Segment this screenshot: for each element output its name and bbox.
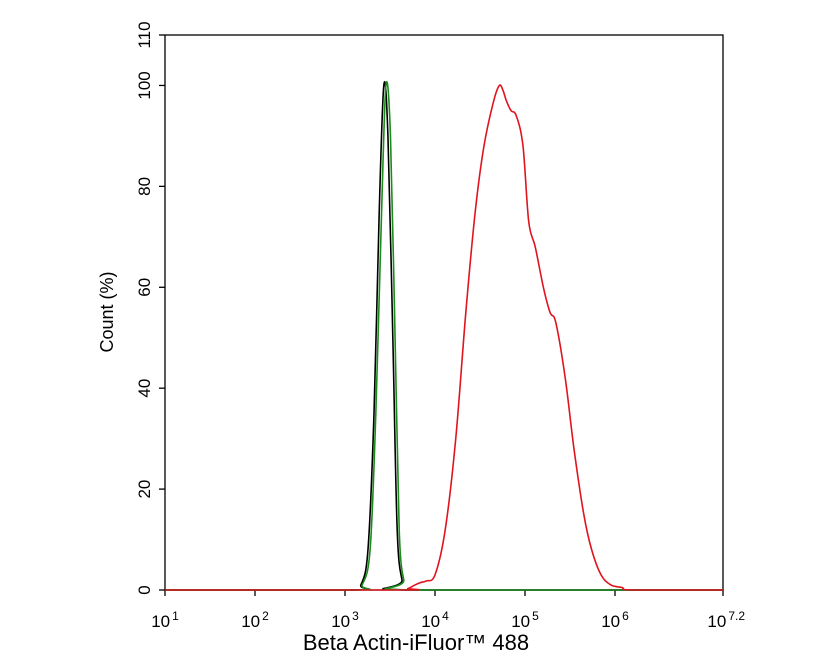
x-tick-label: 10 7.2 (707, 609, 745, 631)
y-tick-label: 20 (135, 480, 154, 499)
x-axis-title: Beta Actin-iFluor™ 488 (303, 630, 529, 655)
x-tick-exponent: 1 (172, 609, 179, 623)
y-tick-label: 80 (135, 177, 154, 196)
histogram-series-3 (165, 84, 723, 591)
x-tick-label: 10 2 (241, 609, 269, 631)
x-tick-base: 10 (331, 612, 350, 631)
x-tick-label: 10 6 (601, 609, 629, 631)
x-tick-exponent: 2 (262, 609, 269, 623)
x-tick-base: 10 (241, 612, 260, 631)
y-tick-label: 100 (135, 71, 154, 99)
y-tick-label: 110 (135, 21, 154, 48)
x-tick-exponent: 4 (442, 609, 449, 623)
x-tick-label: 10 4 (421, 609, 449, 631)
x-tick-base: 10 (151, 612, 170, 631)
y-tick-label: 40 (135, 379, 154, 398)
histogram-series-2 (165, 81, 723, 591)
x-tick-label: 10 5 (511, 609, 539, 631)
x-tick-label: 10 3 (331, 609, 359, 631)
series-layer (165, 81, 723, 591)
x-tick-exponent: 6 (622, 609, 629, 623)
y-tick-label: 0 (135, 585, 154, 594)
x-tick-base: 10 (511, 612, 530, 631)
x-tick-label: 10 1 (151, 609, 179, 631)
y-axis-title: Count (%) (97, 271, 117, 352)
x-tick-exponent: 7.2 (728, 609, 745, 623)
y-axis: 0 20 40 60 80 100 110 (135, 21, 165, 595)
histogram-series-1 (165, 81, 723, 591)
x-tick-base: 10 (707, 612, 726, 631)
plot-frame (164, 34, 724, 591)
x-tick-base: 10 (601, 612, 620, 631)
x-tick-exponent: 5 (532, 609, 539, 623)
x-axis: 10 1 10 2 10 3 10 4 10 5 10 6 10 7.2 (151, 590, 745, 631)
y-tick-label: 60 (135, 278, 154, 297)
x-tick-base: 10 (421, 612, 440, 631)
x-tick-exponent: 3 (352, 609, 359, 623)
